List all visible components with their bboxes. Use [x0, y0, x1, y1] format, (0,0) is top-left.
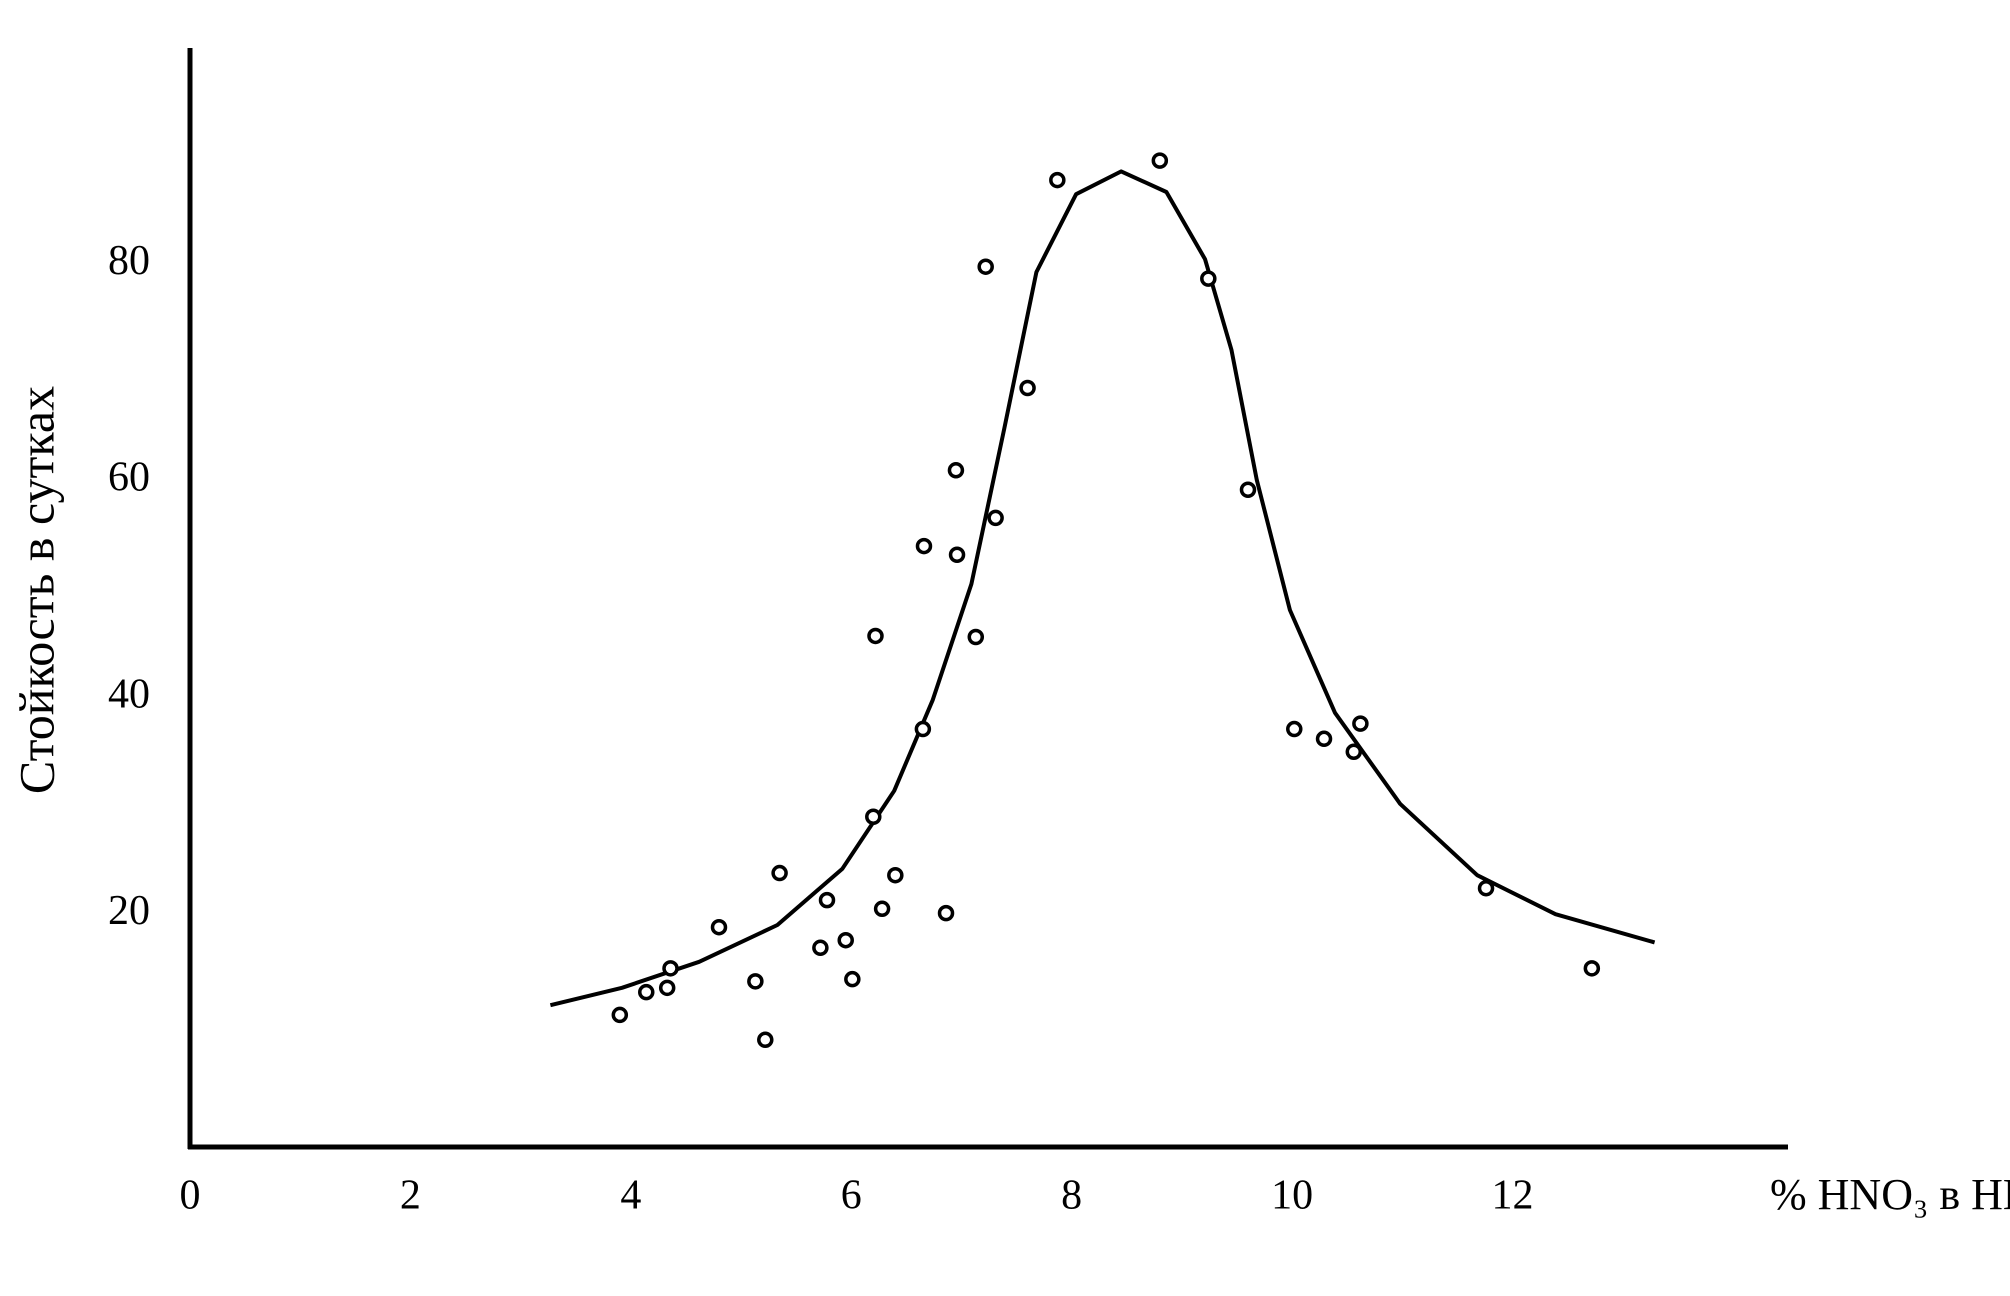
data-point — [837, 931, 854, 949]
x-tick-label: 10 — [1271, 1173, 1313, 1219]
data-point — [865, 808, 882, 826]
x-tick-label: 8 — [1061, 1173, 1082, 1219]
data-point — [611, 1006, 629, 1024]
data-point — [1151, 152, 1169, 169]
data-point — [662, 960, 679, 977]
data-point — [948, 546, 966, 563]
data-point — [947, 462, 965, 479]
fit-curve — [549, 169, 1656, 1008]
data-point — [747, 973, 764, 990]
data-point — [1583, 960, 1601, 977]
data-point — [1049, 171, 1066, 189]
data-point — [915, 537, 933, 555]
data-point — [867, 627, 884, 645]
y-tick-label: 60 — [108, 455, 150, 501]
y-tick-label: 40 — [108, 671, 150, 717]
y-tick-label: 80 — [108, 238, 150, 284]
x-tick-label: 2 — [400, 1173, 421, 1219]
data-point — [638, 983, 655, 1001]
data-point — [1200, 270, 1217, 287]
x-axis-label: % HNO₃ в НГЦ — [1770, 1170, 2010, 1219]
data-point — [937, 904, 955, 922]
data-point — [914, 720, 932, 738]
data-point — [710, 918, 728, 936]
data-point — [812, 939, 829, 957]
data-point — [1352, 715, 1369, 732]
data-point — [977, 258, 994, 275]
x-tick-label: 0 — [180, 1173, 201, 1219]
data-point — [1019, 379, 1036, 397]
x-tick-label: 4 — [620, 1173, 641, 1219]
data-point — [658, 979, 676, 997]
data-point — [1315, 730, 1333, 748]
data-point — [1239, 481, 1257, 499]
x-tick-label: 6 — [841, 1173, 862, 1219]
data-point — [757, 1031, 774, 1049]
data-point — [1345, 743, 1363, 761]
data-point — [987, 509, 1004, 527]
data-point — [818, 891, 836, 909]
data-point — [887, 866, 904, 884]
data-point — [873, 900, 891, 918]
data-point — [844, 970, 861, 988]
data-point — [771, 864, 788, 882]
data-point — [1477, 879, 1495, 897]
y-tick-label: 20 — [108, 888, 150, 934]
data-point — [967, 628, 985, 646]
y-axis-label: Стойкость в сутках — [8, 386, 64, 794]
data-point — [1286, 720, 1303, 738]
x-tick-label: 12 — [1491, 1173, 1533, 1219]
